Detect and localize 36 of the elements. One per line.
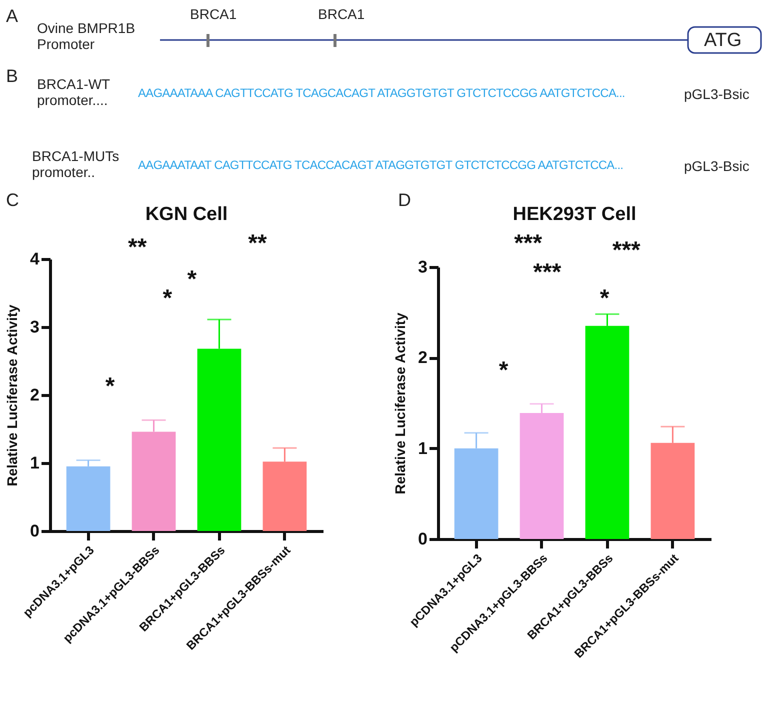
- text: AAGAAATAAT CAGTTCCATG TCACCACAGT ATAGGTGTGT GTCTCTCCGG AATGTCTCCA...: [138, 158, 624, 172]
- text: ATG: [704, 30, 742, 52]
- text: A: [6, 6, 18, 27]
- annotation: **: [128, 234, 148, 261]
- y-tick-label: 0: [30, 522, 40, 540]
- y-tick-label: 1: [418, 438, 428, 458]
- y-tick-label: 2: [418, 348, 428, 368]
- y-tick-label: 2: [30, 386, 40, 404]
- y-tick-label: 1: [30, 454, 40, 472]
- chart-title: KGN Cell: [145, 204, 228, 225]
- text: pGL3-Bsic: [684, 158, 750, 174]
- text: B: [6, 66, 18, 87]
- y-axis-title: Relative Luciferase Activity: [4, 304, 20, 486]
- annotation: ***: [533, 259, 562, 286]
- text: pGL3-Bsic: [684, 86, 750, 102]
- text: ***: [612, 237, 642, 264]
- y-tick-label: 4: [30, 250, 40, 268]
- text: **: [248, 230, 267, 257]
- text: AAGAAATAAA CAGTTCCATG TCAGCACAGT ATAGGTGTGT GTCTCTCCGG AATGTCTCCA...: [138, 86, 625, 100]
- y-tick-label: 3: [418, 258, 428, 276]
- text: BRCA1: [318, 6, 365, 22]
- text: Ovine BMPR1B Promoter: [37, 20, 136, 52]
- y-axis-title: Relative Luciferase Activity: [392, 312, 408, 494]
- annotation: *: [105, 373, 116, 400]
- annotation: *: [498, 357, 509, 384]
- chart-title: HEK293T Cell: [512, 204, 636, 225]
- annotation: *: [600, 285, 610, 312]
- y-tick-label: 0: [418, 530, 428, 548]
- text: BRCA1-MUTs promoter..: [32, 148, 120, 180]
- text: BRCA1-WT promoter....: [37, 76, 111, 108]
- text: C: [6, 190, 19, 211]
- annotation: * *: [162, 266, 198, 312]
- text: BRCA1: [190, 6, 237, 22]
- text: D: [398, 190, 411, 211]
- text: ***: [514, 230, 543, 257]
- y-tick-label: 3: [30, 318, 40, 336]
